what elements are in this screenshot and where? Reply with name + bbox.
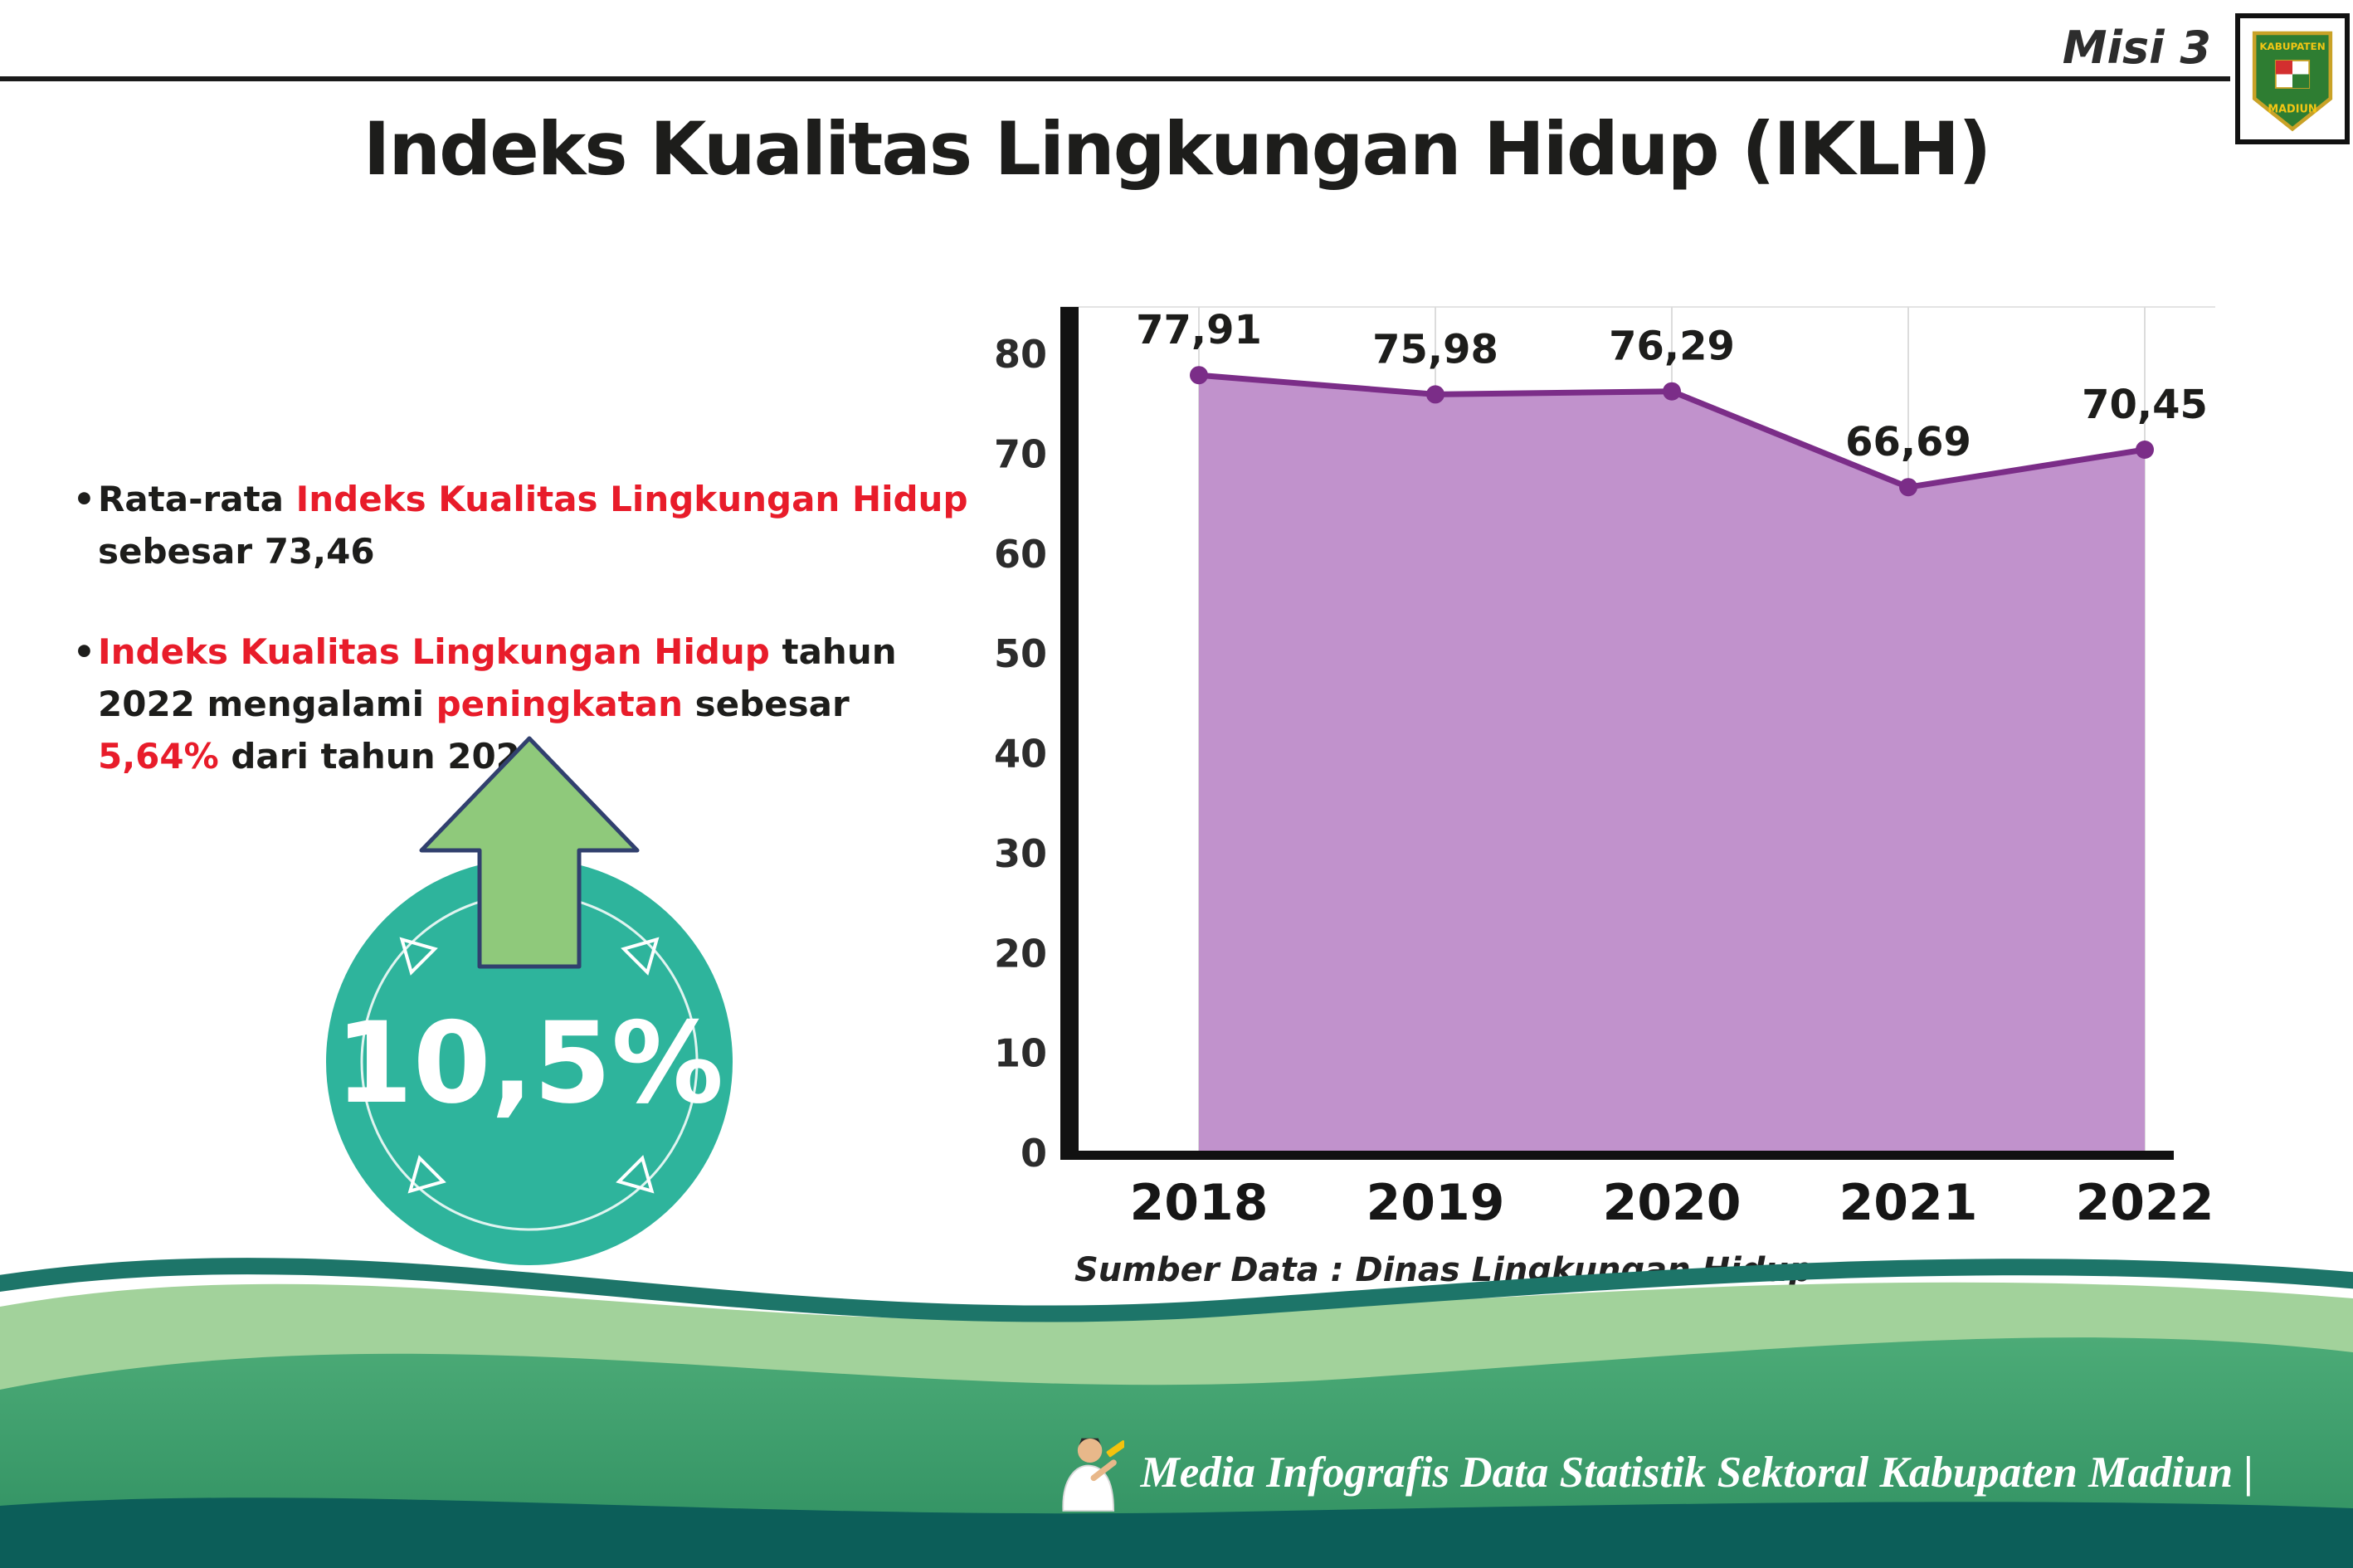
text-segment: sebesar: [683, 684, 850, 724]
badge-triangle-icon: [621, 937, 660, 976]
text-segment: Indeks Kualitas Lingkungan Hidup: [98, 631, 770, 672]
y-axis-label: 70: [994, 431, 1047, 476]
mascot-body: [1062, 1464, 1114, 1512]
y-axis-label: 80: [994, 332, 1047, 377]
y-axis-label: 50: [994, 631, 1047, 676]
text-segment: dari tahun 2021: [218, 736, 545, 777]
data-point-marker: [2136, 441, 2154, 459]
text-segment: tahun 2022 mengalami: [98, 631, 897, 724]
page-title: Indeks Kualitas Lingkungan Hidup (IKLH): [363, 106, 1992, 192]
x-axis-label: 2021: [1839, 1174, 1978, 1232]
text-segment: Indeks Kualitas Lingkungan Hidup: [295, 479, 968, 519]
y-axis-label: 20: [994, 931, 1047, 976]
iklh-chart-svg: 0 10 20 30 40 50 60 70 80 2018 2019 2020 2021 2022 77,…: [994, 306, 2215, 1232]
x-axis-label: 2018: [1130, 1174, 1269, 1232]
badge-triangle-icon: [399, 937, 438, 976]
bullet-text: Indeks Kualitas Lingkungan Hidup tahun 2…: [98, 631, 897, 777]
badge-value: 10,5%: [335, 998, 723, 1128]
footer-wave-bottom: [0, 1497, 2353, 1568]
x-axis-label: 2020: [1603, 1174, 1742, 1232]
logo-crest-quadrant: [2292, 74, 2310, 88]
y-axis-label: 40: [994, 732, 1047, 777]
logo-text-kabupaten: KABUPATEN: [2259, 41, 2325, 52]
x-axis-line: [1060, 1151, 2174, 1160]
mascot-pencil: [1106, 1440, 1124, 1458]
text-segment: peningkatan: [436, 684, 683, 724]
area-fill: [1199, 375, 2145, 1153]
text-segment: Rata-rata: [98, 479, 296, 519]
bullet-marker: •: [73, 479, 95, 519]
logo-emblem-icon: KABUPATEN MADIUN: [2252, 31, 2333, 132]
value-label: 77,91: [1136, 307, 1262, 353]
badge-triangles: [399, 937, 660, 1194]
data-point-marker: [1899, 478, 1917, 497]
footer-wave-dark-line: [0, 1258, 2353, 1322]
logo-text-madiun: MADIUN: [2268, 103, 2316, 115]
y-axis-label: 0: [1021, 1131, 1047, 1176]
badge-triangle-icon: [616, 1155, 655, 1194]
y-axis-label: 30: [994, 831, 1047, 876]
footer-caption: Media Infografis Data Statistik Sektoral…: [1048, 1429, 2253, 1517]
mascot-head: [1077, 1438, 1102, 1463]
kabupaten-madiun-logo: KABUPATEN MADIUN: [2235, 13, 2350, 144]
data-point-marker: [1663, 382, 1681, 401]
logo-crest-quadrant: [2275, 61, 2292, 75]
value-label: 76,29: [1609, 324, 1735, 370]
footer-waves: [0, 1258, 2353, 1568]
x-axis-label: 2022: [2076, 1174, 2214, 1232]
value-label: 75,98: [1372, 326, 1498, 373]
mascot-icon: [1062, 1438, 1124, 1512]
bullet-marker: •: [73, 631, 95, 672]
increase-badge: 10,5%: [326, 736, 733, 1265]
badge-triangle-icon: [407, 1155, 446, 1194]
increase-arrow-icon: [419, 736, 640, 969]
value-label: 66,69: [1845, 419, 1971, 465]
text-segment: 5,64%: [98, 736, 219, 777]
data-point-marker: [1190, 366, 1208, 385]
misi-label: Misi 3: [2062, 22, 2211, 74]
header-divider: [0, 76, 2230, 81]
footer-caption-text: Media Infografis Data Statistik Sektoral…: [1140, 1449, 2253, 1497]
bullet-item-increase: • Indeks Kualitas Lingkungan Hidup tahun…: [73, 626, 969, 782]
bullet-item-average: • Rata-rata Indeks Kualitas Lingkungan H…: [73, 473, 969, 577]
mascot-arm: [1090, 1459, 1117, 1482]
data-point-marker: [1426, 385, 1444, 404]
y-axis-bar: [1060, 307, 1079, 1160]
text-segment: sebesar 73,46: [98, 531, 375, 572]
badge-circle: [326, 859, 733, 1265]
y-axis-label: 10: [994, 1031, 1047, 1076]
value-label: 70,45: [2082, 382, 2208, 428]
y-axis-label: 60: [994, 532, 1047, 577]
iklh-chart: 0 10 20 30 40 50 60 70 80 2018 2019 2020 2021 2022 77,…: [954, 274, 2282, 1244]
bullet-text: Rata-rata Indeks Kualitas Lingkungan Hid…: [98, 479, 968, 572]
x-axis-label: 2019: [1366, 1174, 1505, 1232]
summary-bullets: • Rata-rata Indeks Kualitas Lingkungan H…: [73, 473, 969, 830]
